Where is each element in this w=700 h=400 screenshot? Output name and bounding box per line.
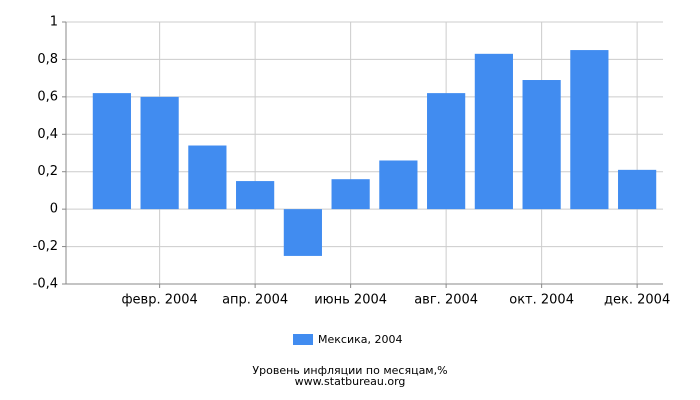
y-tick-label: -0,2 <box>33 239 58 254</box>
bar <box>140 96 179 210</box>
x-tick-label: окт. 2004 <box>509 293 574 308</box>
x-tick-label: апр. 2004 <box>222 293 288 308</box>
legend-swatch <box>293 334 313 345</box>
bar <box>474 53 513 210</box>
y-tick-label: 0,4 <box>37 127 58 142</box>
bar <box>618 169 657 210</box>
bar <box>331 179 370 210</box>
legend-label: Мексика, 2004 <box>318 333 402 346</box>
y-tick-label: 1 <box>50 15 58 30</box>
bar <box>570 50 609 210</box>
y-tick-label: 0,8 <box>37 52 58 67</box>
bar <box>283 209 322 256</box>
bar <box>188 145 227 210</box>
x-tick-label: авг. 2004 <box>414 293 478 308</box>
y-tick-label: 0,6 <box>37 89 58 104</box>
bar <box>427 93 466 210</box>
chart-title: Уровень инфляции по месяцам,% <box>252 364 447 377</box>
bar <box>92 93 131 210</box>
bar <box>379 160 418 210</box>
y-tick-label: 0,2 <box>37 164 58 179</box>
x-tick-label: февр. 2004 <box>121 293 197 308</box>
bar <box>522 80 561 210</box>
chart-subtitle: www.statbureau.org <box>295 375 406 388</box>
y-tick-label: -0,4 <box>33 277 58 292</box>
x-tick-label: дек. 2004 <box>604 293 670 308</box>
x-tick-label: июнь 2004 <box>314 293 387 308</box>
y-tick-label: 0 <box>50 202 58 217</box>
bar <box>236 181 275 210</box>
